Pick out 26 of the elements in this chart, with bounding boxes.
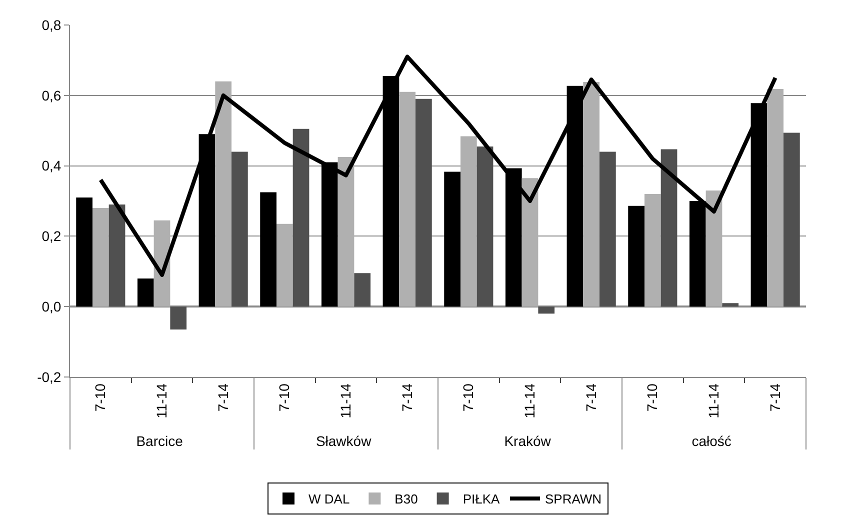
legend-label: PIŁKA bbox=[462, 492, 500, 507]
y-tick-label: 0,6 bbox=[42, 87, 62, 104]
x-tick-label: 7-14 bbox=[582, 383, 599, 412]
x-tick-label: 7-10 bbox=[460, 383, 476, 412]
legend-label: SPRAWN bbox=[544, 492, 602, 507]
x-tick-label: 7-14 bbox=[766, 383, 783, 412]
x-tick-label: 11-14 bbox=[706, 383, 722, 418]
x-tick-label: 7-14 bbox=[214, 383, 231, 412]
text: Barcice bbox=[136, 432, 184, 449]
legend-label: B30 bbox=[394, 492, 418, 507]
y-tick-label: 0,0 bbox=[42, 298, 62, 314]
y-tick-label: 0,2 bbox=[42, 228, 62, 244]
y-tick-label: 0,8 bbox=[42, 16, 62, 33]
x-tick-label: 11-14 bbox=[154, 383, 170, 418]
x-tick-label: 11-14 bbox=[338, 383, 354, 418]
x-tick-label: 7-14 bbox=[398, 383, 415, 412]
legend-label: W DAL bbox=[308, 492, 350, 507]
y-tick-label: 0,4 bbox=[42, 158, 62, 174]
x-tick-label: 7-10 bbox=[276, 383, 292, 412]
text: Kraków bbox=[504, 432, 552, 449]
text: Sławków bbox=[316, 432, 372, 449]
text: całość bbox=[692, 432, 732, 449]
x-tick-label: 11-14 bbox=[522, 383, 538, 418]
x-tick-label: 7-10 bbox=[92, 383, 108, 412]
y-tick-label: -0,2 bbox=[37, 368, 62, 385]
x-tick-label: 7-10 bbox=[644, 383, 660, 412]
